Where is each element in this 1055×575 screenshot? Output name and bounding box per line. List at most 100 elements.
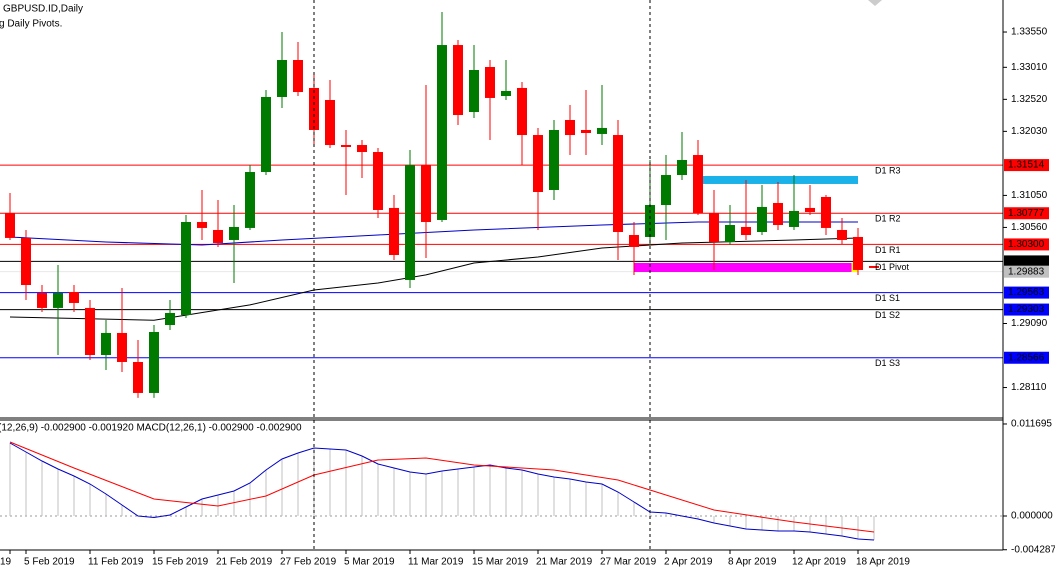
x-tick-label: 19 — [0, 557, 12, 568]
x-tick-label: 5 Mar 2019 — [344, 557, 395, 568]
macd-tick-label: 0.000000 — [1011, 511, 1053, 522]
candle-body — [21, 237, 31, 286]
candle-body — [869, 265, 879, 268]
price-box-label: 1.29303 — [1008, 304, 1045, 315]
macd-signal-line — [9, 441, 875, 533]
price-box — [1004, 255, 1049, 268]
drawn-rectangle — [698, 175, 858, 184]
candle-body — [181, 222, 191, 316]
x-tick-label: 11 Mar 2019 — [408, 557, 464, 568]
pivot-name: D1 Pivot — [875, 262, 910, 272]
plot-layer — [0, 12, 1003, 541]
candle-body — [709, 212, 719, 243]
candle-body — [725, 225, 735, 243]
candle-body — [357, 145, 367, 153]
candle-body — [293, 59, 303, 93]
x-tick-label: 5 Feb 2019 — [24, 557, 75, 568]
pivot-name: D1 R2 — [875, 214, 901, 224]
candle-body — [677, 159, 687, 176]
candle-body — [629, 235, 639, 247]
candle-body — [101, 332, 111, 355]
y-tick-label: 1.29090 — [1011, 318, 1048, 329]
candle-body — [277, 59, 287, 97]
candle-body — [197, 222, 207, 228]
x-tick-label: 12 Apr 2019 — [792, 557, 846, 568]
candle-body — [261, 96, 271, 173]
candle-body — [693, 155, 703, 213]
pivot-name: D1 S1 — [875, 293, 900, 303]
x-tick-label: 8 Apr 2019 — [728, 557, 777, 568]
x-tick-label: 2 Apr 2019 — [664, 557, 713, 568]
candle-body — [757, 206, 767, 233]
price-box — [1004, 303, 1049, 316]
candle-body — [373, 152, 383, 210]
price-box-label: 1.29883 — [1008, 266, 1045, 277]
chart-title: GBPUSD.ID,Daily — [3, 4, 83, 15]
y-tick-label: 1.28110 — [1011, 382, 1047, 393]
pivot-name: D1 R3 — [875, 165, 901, 175]
price-box-label: 1.31514 — [1008, 160, 1045, 171]
y-tick-label: 1.30560 — [1011, 222, 1048, 233]
y-tick-label: 1.32030 — [1011, 126, 1048, 137]
x-tick-label: 11 Feb 2019 — [88, 557, 144, 568]
candle-body — [133, 361, 143, 393]
candle-body — [245, 172, 255, 228]
moving-average — [9, 237, 859, 321]
candle-body — [53, 292, 63, 308]
x-tick-label: 21 Mar 2019 — [536, 557, 593, 568]
candle-body — [5, 212, 15, 238]
candle-body — [229, 226, 239, 240]
x-tick-label: 27 Mar 2019 — [600, 557, 657, 568]
candle-body — [613, 135, 623, 233]
candle-body — [533, 135, 543, 193]
candle-body — [85, 307, 95, 355]
candle-body — [341, 145, 351, 147]
x-tick-label: 18 Apr 2019 — [856, 557, 910, 568]
candle-body — [149, 331, 159, 393]
candle-body — [789, 210, 799, 227]
candle-body — [37, 292, 47, 308]
candle-body — [565, 119, 575, 136]
y-tick-label: 1.32520 — [1011, 94, 1048, 105]
candle-body — [517, 87, 527, 136]
price-box-label: 1.29563 — [1008, 287, 1045, 298]
candle-body — [597, 127, 607, 134]
price-box — [1004, 265, 1049, 278]
x-tick-label: 27 Feb 2019 — [280, 557, 337, 568]
candle-body — [485, 66, 495, 98]
price-box-label: 1.30777 — [1008, 208, 1045, 219]
drawn-rectangle — [634, 262, 852, 273]
candle-body — [821, 196, 831, 228]
candle-body — [741, 226, 751, 236]
candle-body — [421, 165, 431, 223]
pivot-name: D1 S2 — [875, 310, 900, 320]
y-tick-label: 1.33550 — [1011, 27, 1048, 38]
y-tick-label: 1.33010 — [1011, 62, 1048, 73]
scroll-marker — [868, 0, 882, 6]
candle-body — [645, 205, 655, 237]
indicator-name: g Daily Pivots. — [0, 19, 62, 30]
candle-body — [437, 45, 447, 220]
candle-body — [773, 202, 783, 226]
candle-body — [405, 165, 415, 280]
candle-body — [853, 236, 863, 270]
macd-tick-label: -0.004287 — [1011, 544, 1055, 555]
price-box-label: 1.30300 — [1008, 239, 1045, 250]
price-box-label: 1.30040 — [1008, 256, 1045, 267]
x-tick-label: 15 Mar 2019 — [472, 557, 529, 568]
price-box — [1004, 159, 1049, 172]
candle-body — [805, 207, 815, 213]
candle-body — [581, 129, 591, 133]
x-tick-label: 15 Feb 2019 — [152, 557, 209, 568]
price-box — [1004, 238, 1049, 251]
candle-body — [165, 312, 175, 326]
y-tick-label: 1.31050 — [1011, 190, 1048, 201]
candle-body — [453, 45, 463, 116]
candle-body — [837, 229, 847, 240]
macd-tick-label: 0.011695 — [1011, 419, 1052, 430]
candle-body — [213, 229, 223, 243]
x-tick-label: 21 Feb 2019 — [216, 557, 273, 568]
candle-body — [389, 207, 399, 256]
